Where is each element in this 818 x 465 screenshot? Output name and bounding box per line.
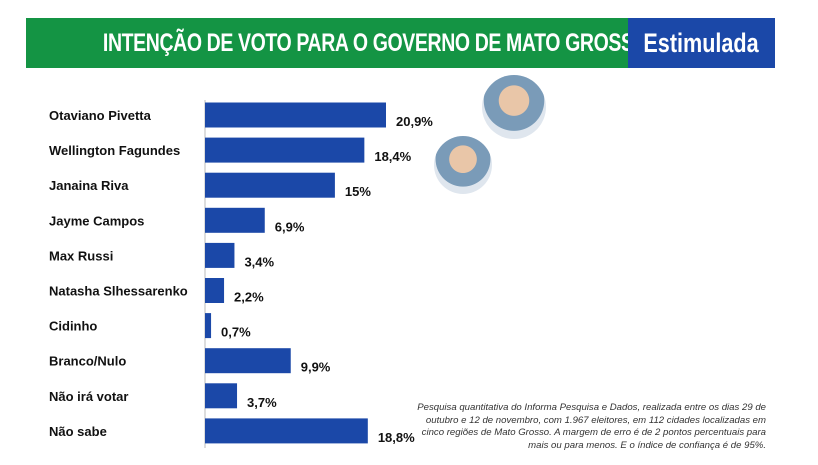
bar bbox=[205, 418, 368, 444]
category-label: Branco/Nulo bbox=[49, 354, 126, 369]
category-label: Max Russi bbox=[49, 248, 113, 263]
survey-type-label: Estimulada bbox=[643, 28, 760, 58]
category-label: Janaina Riva bbox=[49, 178, 129, 193]
bar bbox=[205, 102, 386, 128]
bar bbox=[205, 137, 365, 163]
bar bbox=[205, 348, 291, 374]
category-label: Otaviano Pivetta bbox=[49, 108, 152, 123]
bar bbox=[205, 383, 238, 409]
candidate-photo-pivetta bbox=[482, 75, 546, 139]
value-label: 20,9% bbox=[396, 114, 433, 129]
value-label: 18,4% bbox=[374, 149, 411, 164]
candidate-photo-fagundes bbox=[434, 136, 492, 194]
chart-title-banner: INTENÇÃO DE VOTO PARA O GOVERNO DE MATO … bbox=[26, 18, 649, 68]
category-label: Não sabe bbox=[49, 424, 107, 439]
bar bbox=[205, 313, 212, 339]
category-label: Natasha Slhessarenko bbox=[49, 284, 188, 299]
category-label: Cidinho bbox=[49, 319, 97, 334]
category-label: Não irá votar bbox=[49, 389, 128, 404]
bar bbox=[205, 242, 235, 268]
value-label: 9,9% bbox=[301, 360, 331, 375]
value-label: 0,7% bbox=[221, 325, 251, 340]
value-label: 15% bbox=[345, 184, 371, 199]
bar bbox=[205, 172, 335, 198]
chart-title: INTENÇÃO DE VOTO PARA O GOVERNO DE MATO … bbox=[102, 29, 649, 57]
value-label: 2,2% bbox=[234, 290, 264, 305]
value-label: 3,7% bbox=[247, 395, 277, 410]
methodology-note: Pesquisa quantitativa do Informa Pesquis… bbox=[417, 402, 766, 451]
value-label: 18,8% bbox=[378, 430, 415, 445]
value-label: 3,4% bbox=[244, 254, 274, 269]
bar bbox=[205, 207, 265, 233]
survey-type-badge: Estimulada bbox=[628, 18, 775, 68]
bar bbox=[205, 278, 225, 303]
value-label: 6,9% bbox=[275, 219, 305, 234]
category-label: Jayme Campos bbox=[49, 213, 144, 228]
category-label: Wellington Fagundes bbox=[49, 143, 180, 158]
